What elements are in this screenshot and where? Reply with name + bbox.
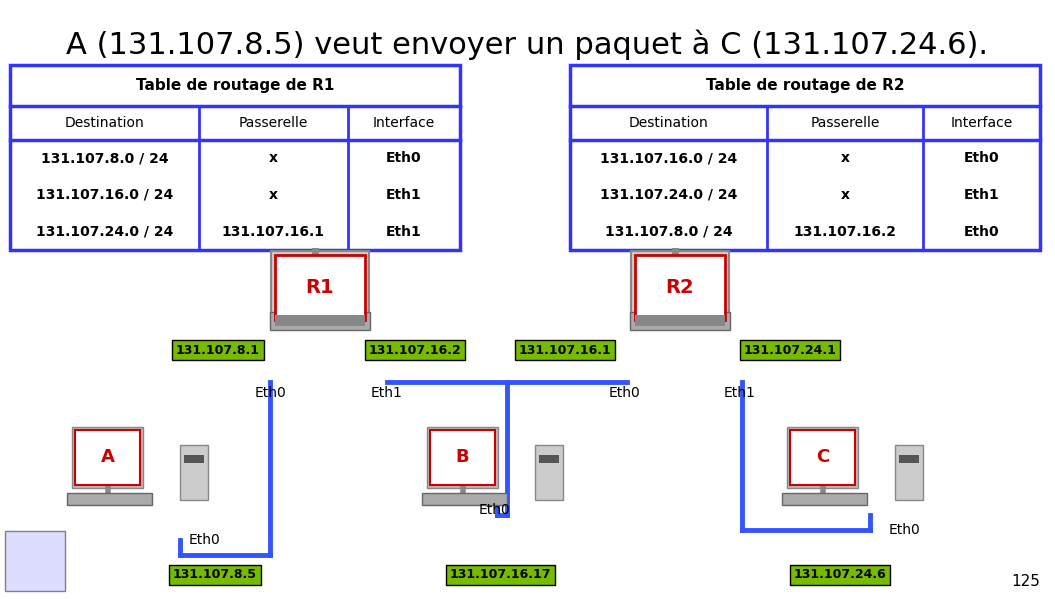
FancyBboxPatch shape: [630, 312, 730, 330]
Text: R1: R1: [306, 278, 334, 297]
Text: 131.107.16.1: 131.107.16.1: [222, 225, 325, 238]
FancyBboxPatch shape: [5, 531, 65, 591]
FancyBboxPatch shape: [631, 251, 729, 324]
Bar: [635, 315, 725, 326]
Text: Eth1: Eth1: [386, 188, 422, 202]
Text: Eth0: Eth0: [254, 386, 286, 400]
Bar: [275, 255, 365, 320]
Text: Eth1: Eth1: [724, 386, 756, 400]
Bar: [422, 493, 507, 505]
Text: 131.107.24.0 / 24: 131.107.24.0 / 24: [600, 188, 737, 202]
Text: Interface: Interface: [372, 116, 435, 130]
Text: Interface: Interface: [951, 116, 1013, 130]
Text: Passerelle: Passerelle: [810, 116, 880, 130]
Text: 131.107.8.0 / 24: 131.107.8.0 / 24: [41, 152, 169, 165]
Bar: [68, 493, 152, 505]
Text: Passerelle: Passerelle: [238, 116, 308, 130]
Text: 131.107.16.17: 131.107.16.17: [449, 568, 551, 582]
Bar: [275, 315, 365, 326]
Text: x: x: [841, 152, 849, 165]
Text: Eth0: Eth0: [889, 523, 921, 537]
Bar: [9, 65, 460, 250]
Text: Eth0: Eth0: [479, 503, 511, 517]
Bar: [635, 255, 725, 320]
Text: x: x: [841, 188, 849, 202]
Bar: [184, 455, 204, 463]
FancyBboxPatch shape: [180, 445, 208, 500]
Text: R2: R2: [666, 278, 694, 297]
Text: Eth1: Eth1: [386, 225, 422, 238]
Text: Eth1: Eth1: [371, 386, 403, 400]
Text: A: A: [100, 449, 114, 467]
Text: x: x: [269, 152, 277, 165]
Text: Eth0: Eth0: [386, 152, 422, 165]
Text: Destination: Destination: [629, 116, 709, 130]
Text: Table de routage de R2: Table de routage de R2: [706, 78, 904, 93]
Bar: [782, 493, 867, 505]
FancyBboxPatch shape: [787, 427, 858, 488]
FancyBboxPatch shape: [271, 251, 369, 324]
Text: 131.107.16.0 / 24: 131.107.16.0 / 24: [600, 152, 737, 165]
Text: 131.107.16.1: 131.107.16.1: [519, 343, 612, 356]
Text: 131.107.16.0 / 24: 131.107.16.0 / 24: [36, 188, 173, 202]
Text: 125: 125: [1011, 574, 1040, 589]
Text: A (131.107.8.5) veut envoyer un paquet à C (131.107.24.6).: A (131.107.8.5) veut envoyer un paquet à…: [66, 30, 989, 60]
Text: 131.107.24.6: 131.107.24.6: [793, 568, 886, 582]
Text: Eth0: Eth0: [189, 533, 220, 547]
Text: 131.107.8.5: 131.107.8.5: [173, 568, 257, 582]
Text: B: B: [456, 449, 469, 467]
FancyBboxPatch shape: [895, 445, 923, 500]
Bar: [790, 430, 855, 485]
Text: Eth1: Eth1: [963, 188, 999, 202]
FancyBboxPatch shape: [270, 312, 370, 330]
Bar: [570, 65, 1040, 250]
Text: Destination: Destination: [64, 116, 145, 130]
Text: x: x: [269, 188, 277, 202]
Text: 131.107.8.0 / 24: 131.107.8.0 / 24: [605, 225, 732, 238]
FancyBboxPatch shape: [535, 445, 563, 500]
Text: 131.107.16.2: 131.107.16.2: [368, 343, 461, 356]
Text: Eth0: Eth0: [609, 386, 640, 400]
Bar: [899, 455, 919, 463]
Text: Table de routage de R1: Table de routage de R1: [136, 78, 334, 93]
Text: 131.107.16.2: 131.107.16.2: [793, 225, 897, 238]
Text: 131.107.24.0 / 24: 131.107.24.0 / 24: [36, 225, 173, 238]
Bar: [430, 430, 495, 485]
Text: 131.107.8.1: 131.107.8.1: [176, 343, 260, 356]
Bar: [75, 430, 140, 485]
Text: Eth0: Eth0: [963, 152, 999, 165]
FancyBboxPatch shape: [427, 427, 498, 488]
Text: 131.107.24.1: 131.107.24.1: [744, 343, 837, 356]
Text: Eth0: Eth0: [963, 225, 999, 238]
FancyBboxPatch shape: [72, 427, 143, 488]
Bar: [539, 455, 559, 463]
Text: C: C: [816, 449, 829, 467]
